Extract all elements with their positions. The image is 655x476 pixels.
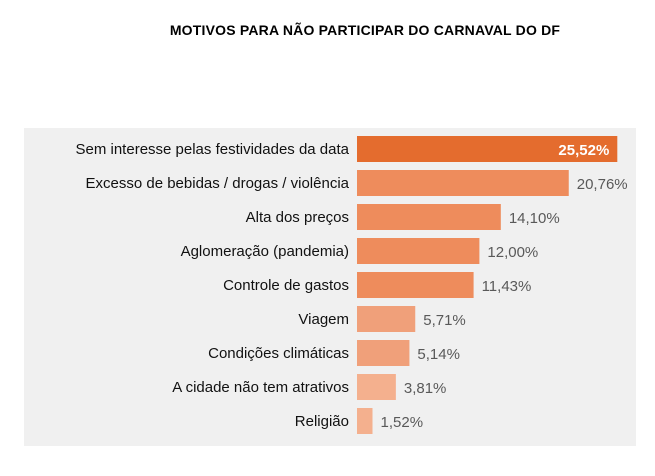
bar (357, 374, 396, 400)
category-label: Religião (295, 413, 349, 430)
bar-chart: Sem interesse pelas festividades da data… (76, 136, 628, 434)
value-label: 11,43% (482, 278, 532, 295)
value-label: 25,52% (558, 142, 609, 159)
plot-area: Sem interesse pelas festividades da data… (24, 128, 636, 446)
value-label: 12,00% (487, 244, 538, 261)
category-label: Condições climáticas (208, 345, 349, 362)
category-label: Controle de gastos (223, 277, 349, 294)
category-label: Viagem (298, 311, 349, 328)
bar (357, 408, 373, 434)
category-label: Excesso de bebidas / drogas / violência (86, 175, 350, 192)
category-label: A cidade não tem atrativos (172, 379, 349, 396)
bar (357, 238, 480, 264)
value-label: 14,10% (509, 210, 560, 227)
bar (357, 272, 474, 298)
value-label: 5,71% (423, 312, 466, 329)
category-label: Alta dos preços (246, 209, 349, 226)
value-label: 5,14% (417, 346, 460, 363)
bar (357, 340, 410, 366)
chart-title: MOTIVOS PARA NÃO PARTICIPAR DO CARNAVAL … (169, 22, 561, 38)
category-label: Sem interesse pelas festividades da data (76, 141, 350, 158)
category-label: Aglomeração (pandemia) (181, 243, 349, 260)
bar (357, 170, 569, 196)
bar (357, 204, 501, 230)
bar (357, 136, 618, 162)
bar (357, 306, 416, 332)
value-label: 1,52% (381, 414, 424, 431)
value-label: 3,81% (404, 380, 447, 397)
value-label: 20,76% (577, 176, 628, 193)
